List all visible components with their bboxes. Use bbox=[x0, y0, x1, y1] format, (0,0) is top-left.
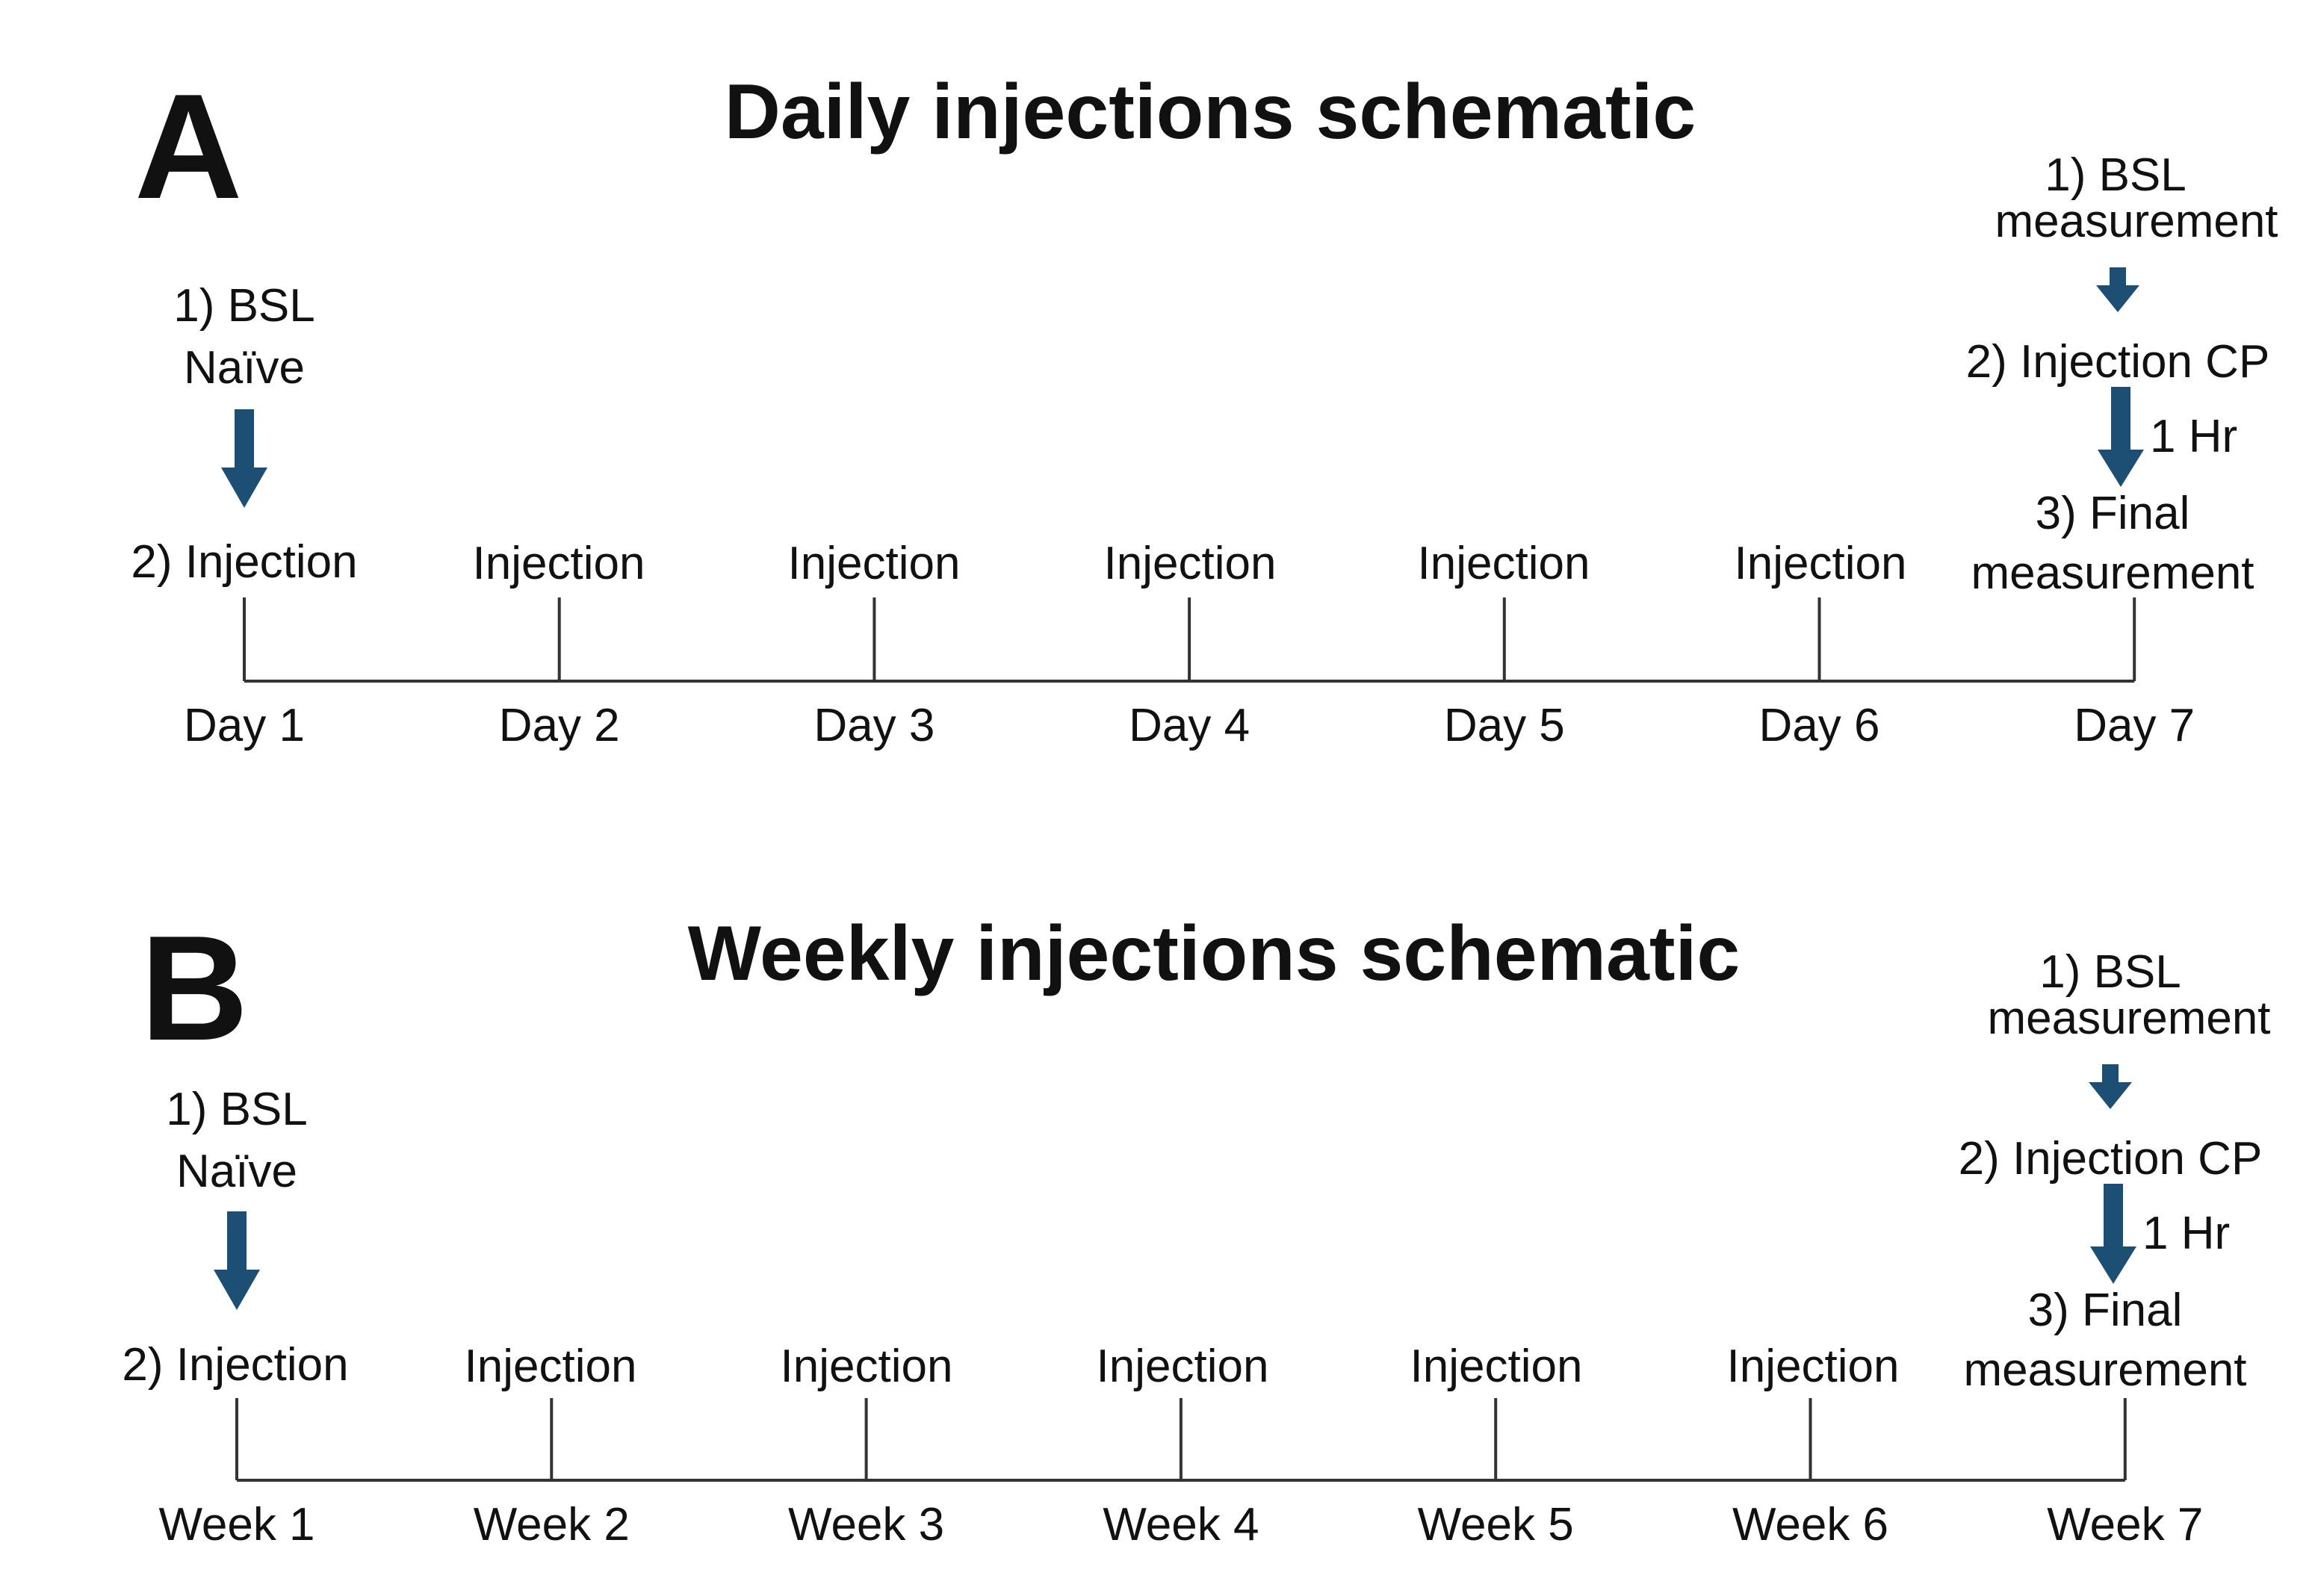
start-label: 2) Injection bbox=[122, 1339, 348, 1391]
end-step3-line-2: measurement bbox=[1963, 1344, 2246, 1396]
start-note-line-1: 1) BSL bbox=[173, 280, 315, 332]
start-note-line-2: Naïve bbox=[184, 342, 305, 394]
panel-title: Weekly injections schematic bbox=[688, 910, 1740, 997]
step-arrow-long bbox=[2090, 1184, 2136, 1284]
event-label: Injection bbox=[1735, 538, 1907, 589]
start-arrow bbox=[214, 1211, 260, 1310]
panel-letter: B bbox=[140, 905, 248, 1072]
event-label: Injection bbox=[1410, 1341, 1583, 1392]
timeline-tick-label: Week 2 bbox=[474, 1499, 630, 1550]
panel-letter: A bbox=[134, 63, 242, 230]
event-label: Injection bbox=[1418, 538, 1590, 589]
end-step2: 2) Injection CP bbox=[1959, 1133, 2263, 1184]
timeline-tick-label: Day 6 bbox=[1759, 700, 1880, 751]
start-note-line-2: Naïve bbox=[176, 1146, 297, 1197]
timeline-tick-label: Day 2 bbox=[499, 700, 620, 751]
panel-b: B Weekly injections schematic 1) BSL Naï… bbox=[122, 905, 2270, 1550]
timeline-tick-label: Week 6 bbox=[1732, 1499, 1888, 1550]
event-label: Injection bbox=[473, 538, 645, 589]
panel-title: Daily injections schematic bbox=[725, 69, 1696, 155]
event-label: Injection bbox=[465, 1341, 637, 1392]
timeline-tick-label: Week 4 bbox=[1103, 1499, 1259, 1550]
timeline-tick-label: Day 4 bbox=[1129, 700, 1250, 751]
timeline-tick-label: Week 3 bbox=[788, 1499, 944, 1550]
end-step3-line-2: measurement bbox=[1971, 547, 2254, 599]
start-label: 2) Injection bbox=[131, 536, 357, 588]
interval-label: 1 Hr bbox=[2150, 411, 2237, 462]
timeline-tick-label: Day 1 bbox=[184, 700, 305, 751]
interval-label: 1 Hr bbox=[2142, 1208, 2230, 1259]
end-step3-line-1: 3) Final bbox=[2036, 488, 2190, 539]
end-step1-line-2: measurement bbox=[1995, 196, 2278, 247]
timeline-tick-label: Day 7 bbox=[2074, 700, 2195, 751]
timeline-tick-label: Day 5 bbox=[1444, 700, 1565, 751]
event-label: Injection bbox=[788, 538, 961, 589]
event-label: Injection bbox=[1104, 538, 1277, 589]
end-step3-line-1: 3) Final bbox=[2028, 1285, 2183, 1336]
end-step1-line-2: measurement bbox=[1987, 993, 2270, 1044]
event-label: Injection bbox=[1727, 1341, 1900, 1392]
start-arrow bbox=[221, 409, 267, 508]
timeline-tick-label: Day 3 bbox=[813, 700, 935, 751]
timeline-tick-label: Week 7 bbox=[2047, 1499, 2203, 1550]
timeline-tick-label: Week 5 bbox=[1418, 1499, 1574, 1550]
end-step1-line-1: 1) BSL bbox=[2045, 149, 2187, 201]
end-step2: 2) Injection CP bbox=[1966, 336, 2270, 388]
end-step1-line-1: 1) BSL bbox=[2039, 946, 2181, 998]
step-arrow-short bbox=[2089, 1064, 2132, 1109]
panel-a: A Daily injections schematic 1) BSL Naïv… bbox=[131, 63, 2278, 751]
start-note-line-1: 1) BSL bbox=[166, 1084, 308, 1135]
timeline-tick-label: Week 1 bbox=[158, 1499, 314, 1550]
event-label: Injection bbox=[781, 1341, 953, 1392]
step-arrow-long bbox=[2098, 387, 2144, 487]
timeline-axis: Day 1 Day 2 Day 3 Day 4 Day 5 Day 6 Day 7 bbox=[184, 597, 2195, 751]
event-label: Injection bbox=[1097, 1341, 1269, 1392]
timeline-axis: Week 1 Week 2 Week 3 Week 4 Week 5 Week 6 Week… bbox=[158, 1398, 2203, 1550]
step-arrow-short bbox=[2096, 267, 2139, 312]
